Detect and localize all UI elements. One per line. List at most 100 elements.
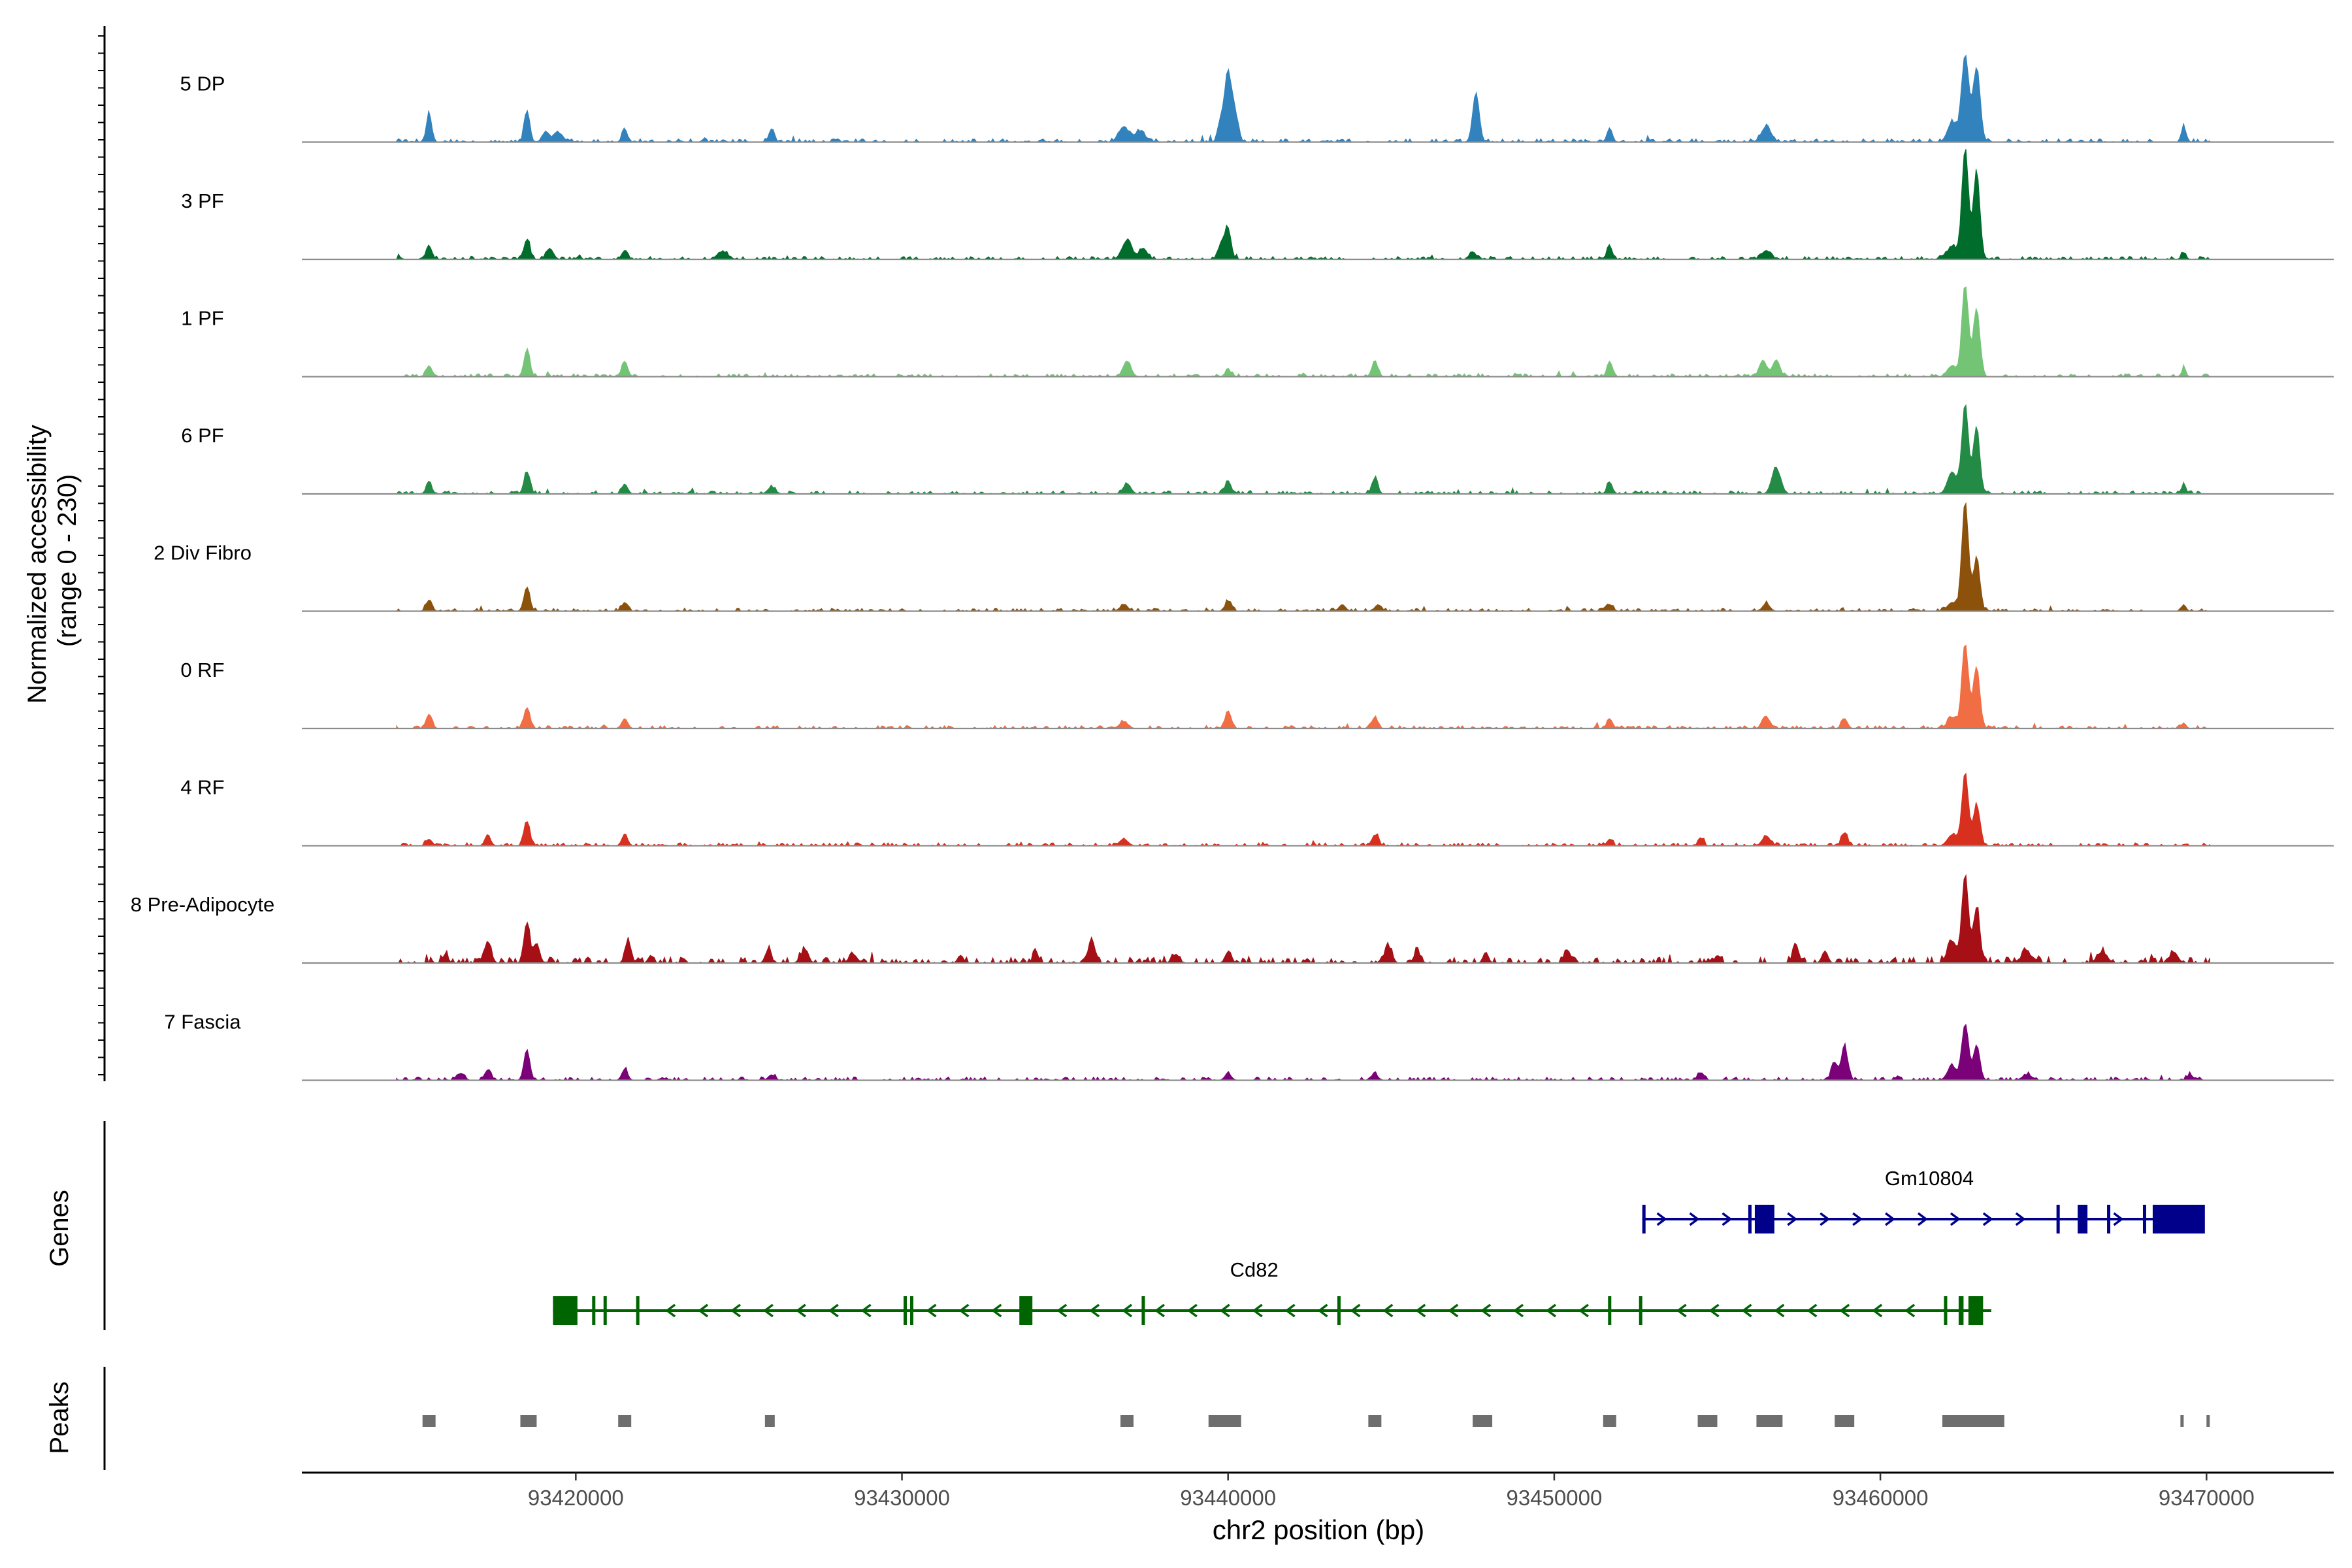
strand-arrow bbox=[1774, 1303, 1785, 1318]
strand-arrow bbox=[1284, 1303, 1296, 1318]
track-label: 5 DP bbox=[180, 73, 225, 95]
strand-arrow bbox=[2113, 1212, 2124, 1226]
track-6-pf: 6 PF bbox=[181, 404, 2334, 495]
coverage-signal bbox=[396, 286, 2211, 378]
y-axis-title-line-2: (range 0 - 230) bbox=[53, 474, 82, 647]
x-tick-label: 93470000 bbox=[2159, 1486, 2255, 1510]
exon bbox=[2078, 1205, 2088, 1233]
genes-panel: Gm10804 Cd82 bbox=[103, 1121, 2205, 1330]
coverage-signal bbox=[396, 1023, 2210, 1081]
coverage-signal bbox=[396, 149, 2211, 260]
coverage-signal bbox=[396, 54, 2210, 143]
gene-label: Cd82 bbox=[1230, 1258, 1279, 1281]
coverage-signal bbox=[396, 772, 2210, 847]
strand-arrow bbox=[1708, 1303, 1720, 1318]
y-axis bbox=[98, 26, 106, 1081]
peak-region bbox=[1473, 1415, 1493, 1427]
track-label: 0 RF bbox=[180, 659, 224, 681]
strand-arrow bbox=[1722, 1212, 1733, 1226]
strand-arrow bbox=[1741, 1303, 1752, 1318]
strand-arrow bbox=[1806, 1303, 1818, 1318]
exon bbox=[1754, 1205, 1774, 1233]
strand-arrow bbox=[1350, 1303, 1361, 1318]
strand-arrow bbox=[1676, 1303, 1687, 1318]
peak-region bbox=[618, 1415, 632, 1427]
strand-arrow bbox=[828, 1303, 839, 1318]
track-5-dp: 5 DP bbox=[180, 54, 2334, 143]
strand-arrow bbox=[926, 1303, 937, 1318]
strand-arrow bbox=[698, 1303, 709, 1318]
strand-arrow bbox=[1186, 1303, 1198, 1318]
strand-arrow bbox=[1820, 1212, 1831, 1226]
coverage-tracks: 5 DP 3 PF 1 PF 6 PF 2 Div Fibro 0 RF 4 RF 8 Pre… bbox=[98, 26, 2334, 1081]
peak-region bbox=[1208, 1415, 1241, 1427]
gene-label: Gm10804 bbox=[1885, 1167, 1974, 1190]
coverage-signal bbox=[395, 404, 2210, 495]
peak-region bbox=[1697, 1415, 1718, 1427]
strand-arrow bbox=[762, 1303, 774, 1318]
exon bbox=[1019, 1296, 1033, 1325]
x-tick-label: 93460000 bbox=[1833, 1486, 1929, 1510]
exon bbox=[904, 1296, 907, 1325]
strand-arrow bbox=[1219, 1303, 1230, 1318]
track-2-div-fibro: 2 Div Fibro bbox=[154, 502, 2334, 612]
coverage-signal bbox=[396, 644, 2210, 729]
track-7-fascia: 7 Fascia bbox=[164, 1011, 2334, 1081]
strand-arrow bbox=[1904, 1303, 1916, 1318]
coverage-signal bbox=[396, 874, 2210, 964]
x-axis-title: chr2 position (bp) bbox=[1213, 1514, 1425, 1545]
genes-panel-title: Genes bbox=[45, 1190, 74, 1267]
exon bbox=[1337, 1296, 1341, 1325]
track-label: 8 Pre-Adipocyte bbox=[131, 893, 275, 916]
peak-region bbox=[520, 1415, 537, 1427]
peak-region bbox=[2180, 1415, 2184, 1427]
exon bbox=[553, 1296, 578, 1325]
strand-arrow bbox=[1089, 1303, 1100, 1318]
track-8-pre-adipocyte: 8 Pre-Adipocyte bbox=[131, 874, 2334, 964]
track-label: 3 PF bbox=[181, 189, 223, 212]
track-label: 7 Fascia bbox=[164, 1011, 241, 1034]
strand-arrow bbox=[1689, 1212, 1700, 1226]
exon bbox=[603, 1296, 607, 1325]
x-tick-label: 93440000 bbox=[1180, 1486, 1276, 1510]
strand-arrow bbox=[1578, 1303, 1589, 1318]
strand-arrow bbox=[1415, 1303, 1426, 1318]
strand-arrow bbox=[1480, 1303, 1492, 1318]
exon bbox=[2152, 1205, 2205, 1233]
strand-arrow bbox=[1852, 1212, 1863, 1226]
strand-arrow bbox=[795, 1303, 806, 1318]
track-0-rf: 0 RF bbox=[180, 644, 2334, 730]
y-axis-title-line-1: Normalized accessibility bbox=[23, 425, 52, 704]
exon bbox=[1141, 1296, 1145, 1325]
strand-arrow bbox=[1122, 1303, 1133, 1318]
strand-arrow bbox=[1252, 1303, 1263, 1318]
exon bbox=[910, 1296, 914, 1325]
strand-arrow bbox=[991, 1303, 1002, 1318]
strand-arrow bbox=[1656, 1212, 1667, 1226]
x-tick-label: 93430000 bbox=[854, 1486, 950, 1510]
exon bbox=[592, 1296, 596, 1325]
peak-region bbox=[1756, 1415, 1783, 1427]
strand-arrow bbox=[1885, 1212, 1896, 1226]
peak-region bbox=[1368, 1415, 1382, 1427]
exon bbox=[1958, 1296, 1964, 1325]
track-3-pf: 3 PF bbox=[181, 149, 2334, 261]
peak-region bbox=[764, 1415, 775, 1427]
x-tick-label: 93450000 bbox=[1507, 1486, 1603, 1510]
exon bbox=[1968, 1296, 1984, 1325]
peak-region bbox=[2206, 1415, 2210, 1427]
track-1-pf: 1 PF bbox=[181, 286, 2334, 378]
strand-arrow bbox=[1982, 1212, 1993, 1226]
peak-region bbox=[1603, 1415, 1616, 1427]
strand-arrow bbox=[1917, 1212, 1928, 1226]
strand-arrow bbox=[860, 1303, 872, 1318]
exon bbox=[1608, 1296, 1612, 1325]
peaks-panel bbox=[103, 1367, 2210, 1470]
strand-arrow bbox=[1448, 1303, 1459, 1318]
exon bbox=[2107, 1205, 2111, 1233]
track-label: 6 PF bbox=[181, 424, 223, 447]
gene-gm10804: Gm10804 bbox=[1642, 1167, 2205, 1233]
strand-arrow bbox=[1839, 1303, 1850, 1318]
coverage-signal bbox=[395, 502, 2210, 612]
